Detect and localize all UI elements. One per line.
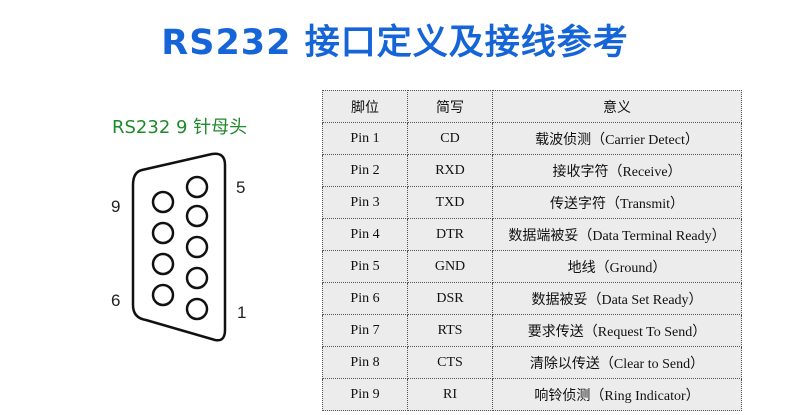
pin-cell: Pin 1 — [322, 122, 408, 155]
meaning-cell: 响铃侦测（Ring Indicator） — [492, 378, 742, 411]
table-row: Pin 9 RI 响铃侦测（Ring Indicator） — [322, 378, 742, 411]
table-row: Pin 6 DSR 数据被妥（Data Set Ready） — [322, 282, 742, 315]
pin-definition-table: 脚位 简写 意义 Pin 1 CD 载波侦测（Carrier Detect） Pin 2 RX… — [322, 90, 742, 411]
db9-connector-diagram: 5 9 6 1 — [111, 152, 246, 342]
meaning-cell: 传送字符（Transmit） — [492, 186, 742, 219]
meaning-cell: 数据被妥（Data Set Ready） — [492, 282, 742, 315]
pin-label-1: 1 — [237, 303, 246, 322]
abbr-cell: DSR — [407, 282, 493, 315]
pin-label-9: 9 — [111, 197, 120, 216]
pin-hole — [185, 266, 209, 290]
pin-hole — [151, 221, 175, 245]
pin-label-6: 6 — [111, 291, 120, 310]
connector-outline — [131, 152, 227, 342]
pin-cell: Pin 7 — [322, 314, 408, 347]
meaning-cell: 接收字符（Receive） — [492, 154, 742, 187]
pin-hole — [185, 235, 209, 259]
pin-cell: Pin 8 — [322, 346, 408, 379]
pin-cell: 脚位 — [322, 90, 408, 123]
pin-hole — [151, 252, 175, 276]
abbr-cell: CD — [407, 122, 493, 155]
abbr-cell: DTR — [407, 218, 493, 251]
table-row: Pin 8 CTS 清除以传送（Clear to Send） — [322, 346, 742, 379]
pin-hole — [151, 190, 175, 214]
pin-cell: Pin 6 — [322, 282, 408, 315]
pin-cell: Pin 9 — [322, 378, 408, 411]
table-row: Pin 5 GND 地线（Ground） — [322, 250, 742, 283]
abbr-cell: CTS — [407, 346, 493, 379]
abbr-cell: GND — [407, 250, 493, 283]
table-row: Pin 3 TXD 传送字符（Transmit） — [322, 186, 742, 219]
pin-hole — [185, 297, 209, 321]
pin-hole — [185, 204, 209, 228]
abbr-cell: RXD — [407, 154, 493, 187]
table-row: Pin 1 CD 载波侦测（Carrier Detect） — [322, 122, 742, 155]
meaning-cell: 载波侦测（Carrier Detect） — [492, 122, 742, 155]
table-row: Pin 4 DTR 数据端被妥（Data Terminal Ready） — [322, 218, 742, 251]
meaning-cell: 地线（Ground） — [492, 250, 742, 283]
meaning-cell: 数据端被妥（Data Terminal Ready） — [492, 218, 742, 251]
pin-cell: Pin 3 — [322, 186, 408, 219]
abbr-cell: RI — [407, 378, 493, 411]
pin-cell: Pin 4 — [322, 218, 408, 251]
abbr-cell: TXD — [407, 186, 493, 219]
pin-hole — [151, 283, 175, 307]
meaning-cell: 要求传送（Request To Send） — [492, 314, 742, 347]
abbr-cell: RTS — [407, 314, 493, 347]
pin-cell: Pin 2 — [322, 154, 408, 187]
connector-label: RS232 9 针母头 — [112, 117, 248, 138]
abbr-cell: 简写 — [407, 90, 493, 123]
table-header-row: 脚位 简写 意义 — [322, 90, 742, 123]
table-row: Pin 2 RXD 接收字符（Receive） — [322, 154, 742, 187]
meaning-cell: 意义 — [492, 90, 742, 123]
meaning-cell: 清除以传送（Clear to Send） — [492, 346, 742, 379]
page-title: RS232 接口定义及接线参考 — [161, 23, 629, 63]
pin-label-5: 5 — [236, 178, 245, 197]
pin-hole — [185, 175, 209, 199]
table-row: Pin 7 RTS 要求传送（Request To Send） — [322, 314, 742, 347]
pin-cell: Pin 5 — [322, 250, 408, 283]
